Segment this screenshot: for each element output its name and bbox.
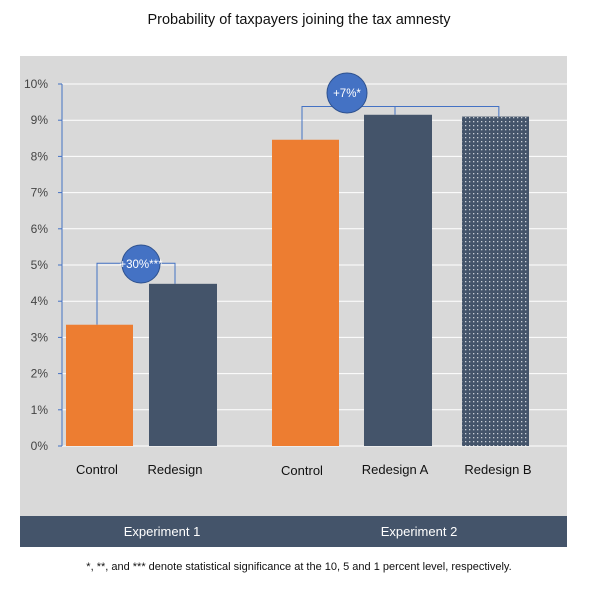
x-tick-label: Redesign A (362, 462, 429, 477)
significance-badge (326, 72, 368, 114)
y-tick-label: 2% (31, 367, 49, 381)
y-tick-label: 5% (31, 258, 49, 272)
significance-label: +30%*** (119, 259, 163, 271)
bar-control (272, 139, 339, 447)
bar-redesign-a (364, 114, 432, 447)
y-tick-label: 9% (31, 113, 49, 127)
y-tick-label: 8% (31, 149, 49, 163)
experiment-labels: Experiment 1 Experiment 2 (124, 524, 458, 539)
significance-badges: +30%*** +7%* (119, 72, 368, 284)
x-axis-labels: Control Redesign Control Redesign A Redesign… (76, 462, 532, 478)
bar-redesign (149, 283, 217, 446)
y-tick-label: 0% (31, 439, 49, 453)
y-tick-label: 3% (31, 330, 49, 344)
bars (66, 114, 529, 447)
bar-control (66, 324, 133, 446)
y-tick-label: 10% (24, 77, 48, 91)
x-tick-label: Control (76, 462, 118, 477)
y-tick-label: 6% (31, 222, 49, 236)
significance-label: +7%* (333, 88, 361, 100)
y-tick-label: 7% (31, 186, 49, 200)
x-tick-label: Redesign (148, 462, 203, 477)
experiment-band (20, 516, 567, 547)
x-tick-label: Redesign B (464, 462, 531, 477)
significance-badge (121, 244, 161, 284)
x-tick-label: Control (281, 463, 323, 478)
footnote: *, **, and *** denote statistical signif… (86, 561, 512, 573)
y-axis: 0% 1% 2% 3% 4% 5% 6% 7% 8% 9% 10% (24, 77, 63, 453)
y-tick-label: 4% (31, 294, 49, 308)
y-tick-label: 1% (31, 403, 49, 417)
experiment-label: Experiment 2 (381, 524, 458, 539)
bar-redesign-b (462, 116, 529, 446)
experiment-label: Experiment 1 (124, 524, 201, 539)
chart-title: Probability of taxpayers joining the tax… (147, 12, 451, 28)
